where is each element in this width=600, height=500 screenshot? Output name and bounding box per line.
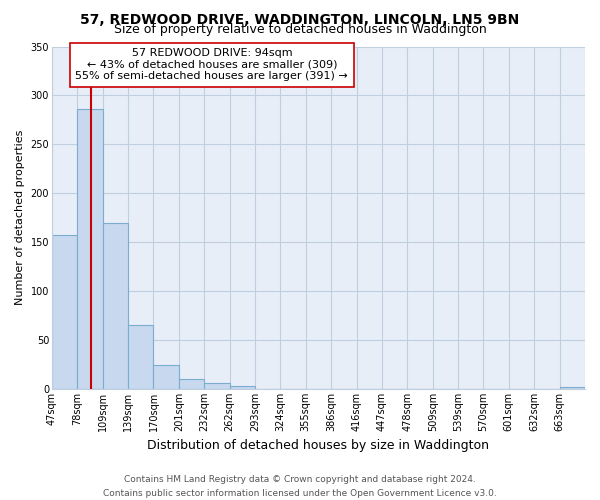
Text: 57 REDWOOD DRIVE: 94sqm
← 43% of detached houses are smaller (309)
55% of semi-d: 57 REDWOOD DRIVE: 94sqm ← 43% of detache…: [76, 48, 348, 82]
Bar: [230, 386, 255, 389]
Text: 57, REDWOOD DRIVE, WADDINGTON, LINCOLN, LN5 9BN: 57, REDWOOD DRIVE, WADDINGTON, LINCOLN, …: [80, 12, 520, 26]
Bar: [204, 383, 230, 389]
Bar: [103, 222, 128, 389]
Bar: [128, 326, 154, 389]
Bar: [560, 387, 585, 389]
Text: Size of property relative to detached houses in Waddington: Size of property relative to detached ho…: [113, 22, 487, 36]
X-axis label: Distribution of detached houses by size in Waddington: Distribution of detached houses by size …: [148, 440, 490, 452]
Y-axis label: Number of detached properties: Number of detached properties: [15, 130, 25, 306]
Bar: [179, 379, 204, 389]
Text: Contains HM Land Registry data © Crown copyright and database right 2024.
Contai: Contains HM Land Registry data © Crown c…: [103, 476, 497, 498]
Bar: [154, 364, 179, 389]
Bar: [77, 109, 103, 389]
Bar: [52, 236, 77, 389]
